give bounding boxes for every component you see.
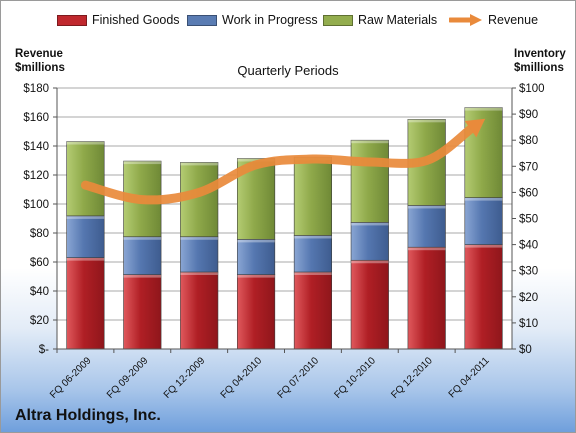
bar-highlight-work-in-progress-2 <box>180 236 218 240</box>
revenue-line <box>80 124 476 205</box>
bar-finished-goods-0 <box>66 257 105 350</box>
legend-swatch-work-in-progress <box>187 14 217 26</box>
revenue-arrowhead <box>464 118 486 138</box>
left-tick-label-3: $60 <box>30 257 49 269</box>
right-tick-label-0: $0 <box>519 344 532 356</box>
right-tick-label-5: $50 <box>519 214 538 226</box>
left-tick-label-8: $160 <box>23 112 49 124</box>
bar-highlight-raw-materials-3 <box>237 158 275 162</box>
legend-swatch-raw-materials <box>323 14 353 26</box>
bar-highlight-work-in-progress-0 <box>66 215 105 219</box>
legend-work-in-progress: Work in Progress <box>187 12 318 28</box>
legend-label-finished-goods: Finished Goods <box>92 13 180 27</box>
right-tick-label-2: $20 <box>519 292 538 304</box>
right-tick-label-8: $80 <box>519 135 538 147</box>
bar-highlight-raw-materials-2 <box>180 162 218 166</box>
bar-raw-materials-0 <box>66 141 105 217</box>
company-name: Altra Holdings, Inc. <box>15 407 161 424</box>
bar-work-in-progress-1 <box>123 236 162 275</box>
bar-highlight-finished-goods-5 <box>351 260 389 264</box>
bar-work-in-progress-0 <box>66 215 105 258</box>
x-tick-label-6: FQ 12-2010 <box>389 355 435 401</box>
legend-label-revenue: Revenue <box>488 13 539 27</box>
chart-subtitle: Quarterly Periods <box>237 63 339 78</box>
bar-highlight-finished-goods-3 <box>237 274 275 278</box>
bar-work-in-progress-7 <box>464 197 503 245</box>
bar-finished-goods-3 <box>236 274 276 350</box>
left-axis-title: Revenue $millions <box>15 47 65 75</box>
bar-highlight-raw-materials-5 <box>351 140 389 144</box>
bar-highlight-finished-goods-4 <box>294 272 332 276</box>
bar-finished-goods-1 <box>123 274 162 350</box>
x-tick-label-7: FQ 04-2011 <box>447 355 492 400</box>
left-tick-label-5: $100 <box>23 199 49 211</box>
bar-highlight-finished-goods-6 <box>407 247 446 251</box>
left-axis-title-line2: $millions <box>15 62 65 74</box>
right-axis-title-line2: $millions <box>514 62 564 74</box>
bar-highlight-work-in-progress-3 <box>237 239 275 243</box>
bar-highlight-work-in-progress-7 <box>464 197 503 201</box>
x-tick-label-0: FQ 06-2009 <box>48 355 94 401</box>
left-tick-label-7: $140 <box>23 141 49 153</box>
bar-raw-materials-4 <box>293 156 333 236</box>
left-tick-label-6: $120 <box>23 170 49 182</box>
legend-finished-goods: Finished Goods <box>57 12 180 28</box>
legend-swatch-finished-goods <box>57 14 87 26</box>
left-tick-label-9: $180 <box>23 83 49 95</box>
bar-work-in-progress-5 <box>350 222 389 261</box>
left-tick-label-0: $- <box>39 344 49 356</box>
left-tick-label-2: $40 <box>30 286 49 298</box>
bar-highlight-finished-goods-2 <box>180 272 218 276</box>
legend-revenue: Revenue <box>449 12 538 28</box>
right-tick-label-9: $90 <box>519 109 538 121</box>
legend-label-work-in-progress: Work in Progress <box>222 13 318 27</box>
right-tick-label-1: $10 <box>519 318 538 330</box>
bar-highlight-raw-materials-1 <box>123 161 162 165</box>
bar-finished-goods-4 <box>293 271 333 350</box>
bar-finished-goods-5 <box>350 259 389 350</box>
x-tick-label-1: FQ 09-2009 <box>105 355 151 401</box>
bar-work-in-progress-6 <box>407 205 446 248</box>
left-tick-label-1: $20 <box>30 315 49 327</box>
right-tick-label-10: $100 <box>519 83 545 95</box>
right-tick-label-4: $40 <box>519 240 538 252</box>
right-axis-title-line1: Inventory <box>514 48 566 60</box>
bar-raw-materials-5 <box>350 139 389 223</box>
bar-highlight-work-in-progress-6 <box>407 205 446 209</box>
bar-highlight-finished-goods-1 <box>123 274 162 278</box>
left-tick-label-4: $80 <box>30 228 49 240</box>
bar-work-in-progress-2 <box>180 236 219 273</box>
x-tick-label-2: FQ 12-2009 <box>162 355 208 401</box>
bar-highlight-work-in-progress-4 <box>294 235 332 239</box>
bar-highlight-raw-materials-0 <box>66 141 105 145</box>
right-tick-label-6: $60 <box>519 187 538 199</box>
legend-label-raw-materials: Raw Materials <box>358 13 438 27</box>
bar-highlight-finished-goods-7 <box>464 244 503 248</box>
bar-highlight-work-in-progress-5 <box>351 222 389 226</box>
x-tick-label-3: FQ 04-2010 <box>219 355 265 401</box>
bar-highlight-raw-materials-7 <box>464 107 503 111</box>
right-tick-label-3: $30 <box>519 266 538 278</box>
bar-work-in-progress-3 <box>236 239 276 275</box>
x-tick-label-4: FQ 07-2010 <box>276 355 322 401</box>
bar-highlight-work-in-progress-1 <box>123 236 162 240</box>
x-tick-label-5: FQ 10-2010 <box>332 355 378 401</box>
bar-finished-goods-6 <box>407 246 446 350</box>
legend-swatch-revenue <box>449 14 482 26</box>
right-axis-title: Inventory $millions <box>514 47 566 75</box>
right-tick-label-7: $70 <box>519 161 538 173</box>
bar-finished-goods-7 <box>464 244 503 350</box>
bar-highlight-finished-goods-0 <box>66 257 105 261</box>
left-axis-title-line1: Revenue <box>15 48 63 60</box>
bar-highlight-raw-materials-6 <box>407 119 446 123</box>
bar-work-in-progress-4 <box>293 235 333 273</box>
bar-finished-goods-2 <box>180 271 219 350</box>
legend-raw-materials: Raw Materials <box>323 12 437 28</box>
